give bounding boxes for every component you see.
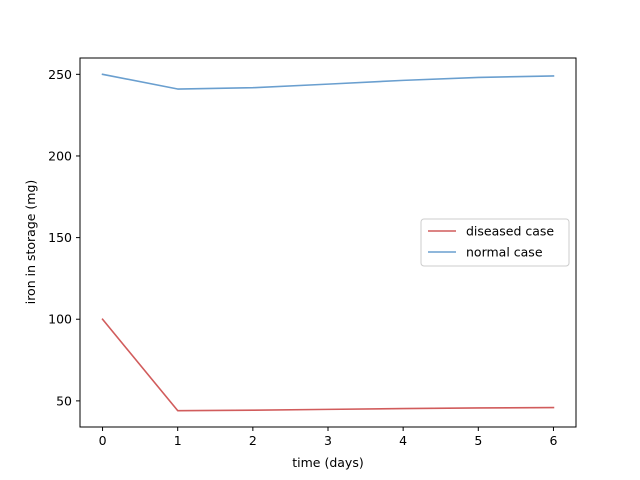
legend-box	[420, 218, 570, 267]
y-axis-label: iron in storage (mg)	[23, 180, 38, 305]
series-line-diseased-case	[101, 318, 555, 412]
x-tick-label: 4	[399, 433, 407, 448]
series-lines	[101, 73, 555, 412]
legend-entry: normal case	[466, 245, 543, 260]
y-tick-label: 200	[48, 148, 72, 163]
y-tick-label: 250	[48, 67, 72, 82]
x-tick-label: 5	[474, 433, 482, 448]
series-line-normal-case	[101, 73, 555, 90]
x-tick-label: 2	[249, 433, 257, 448]
y-axis: 50 100 150 200 250	[48, 67, 80, 408]
y-tick-label: 150	[48, 230, 72, 245]
x-tick-label: 0	[99, 433, 107, 448]
x-axis-label: time (days)	[292, 455, 363, 470]
y-tick-label: 50	[56, 393, 72, 408]
x-tick-label: 1	[174, 433, 182, 448]
x-axis: 0 1 2 3 4 5 6	[99, 427, 557, 448]
x-tick-label: 6	[549, 433, 557, 448]
legend: diseased case normal case	[420, 218, 570, 267]
x-tick-label: 3	[324, 433, 332, 448]
legend-entry: diseased case	[466, 224, 554, 239]
y-tick-label: 100	[48, 312, 72, 327]
